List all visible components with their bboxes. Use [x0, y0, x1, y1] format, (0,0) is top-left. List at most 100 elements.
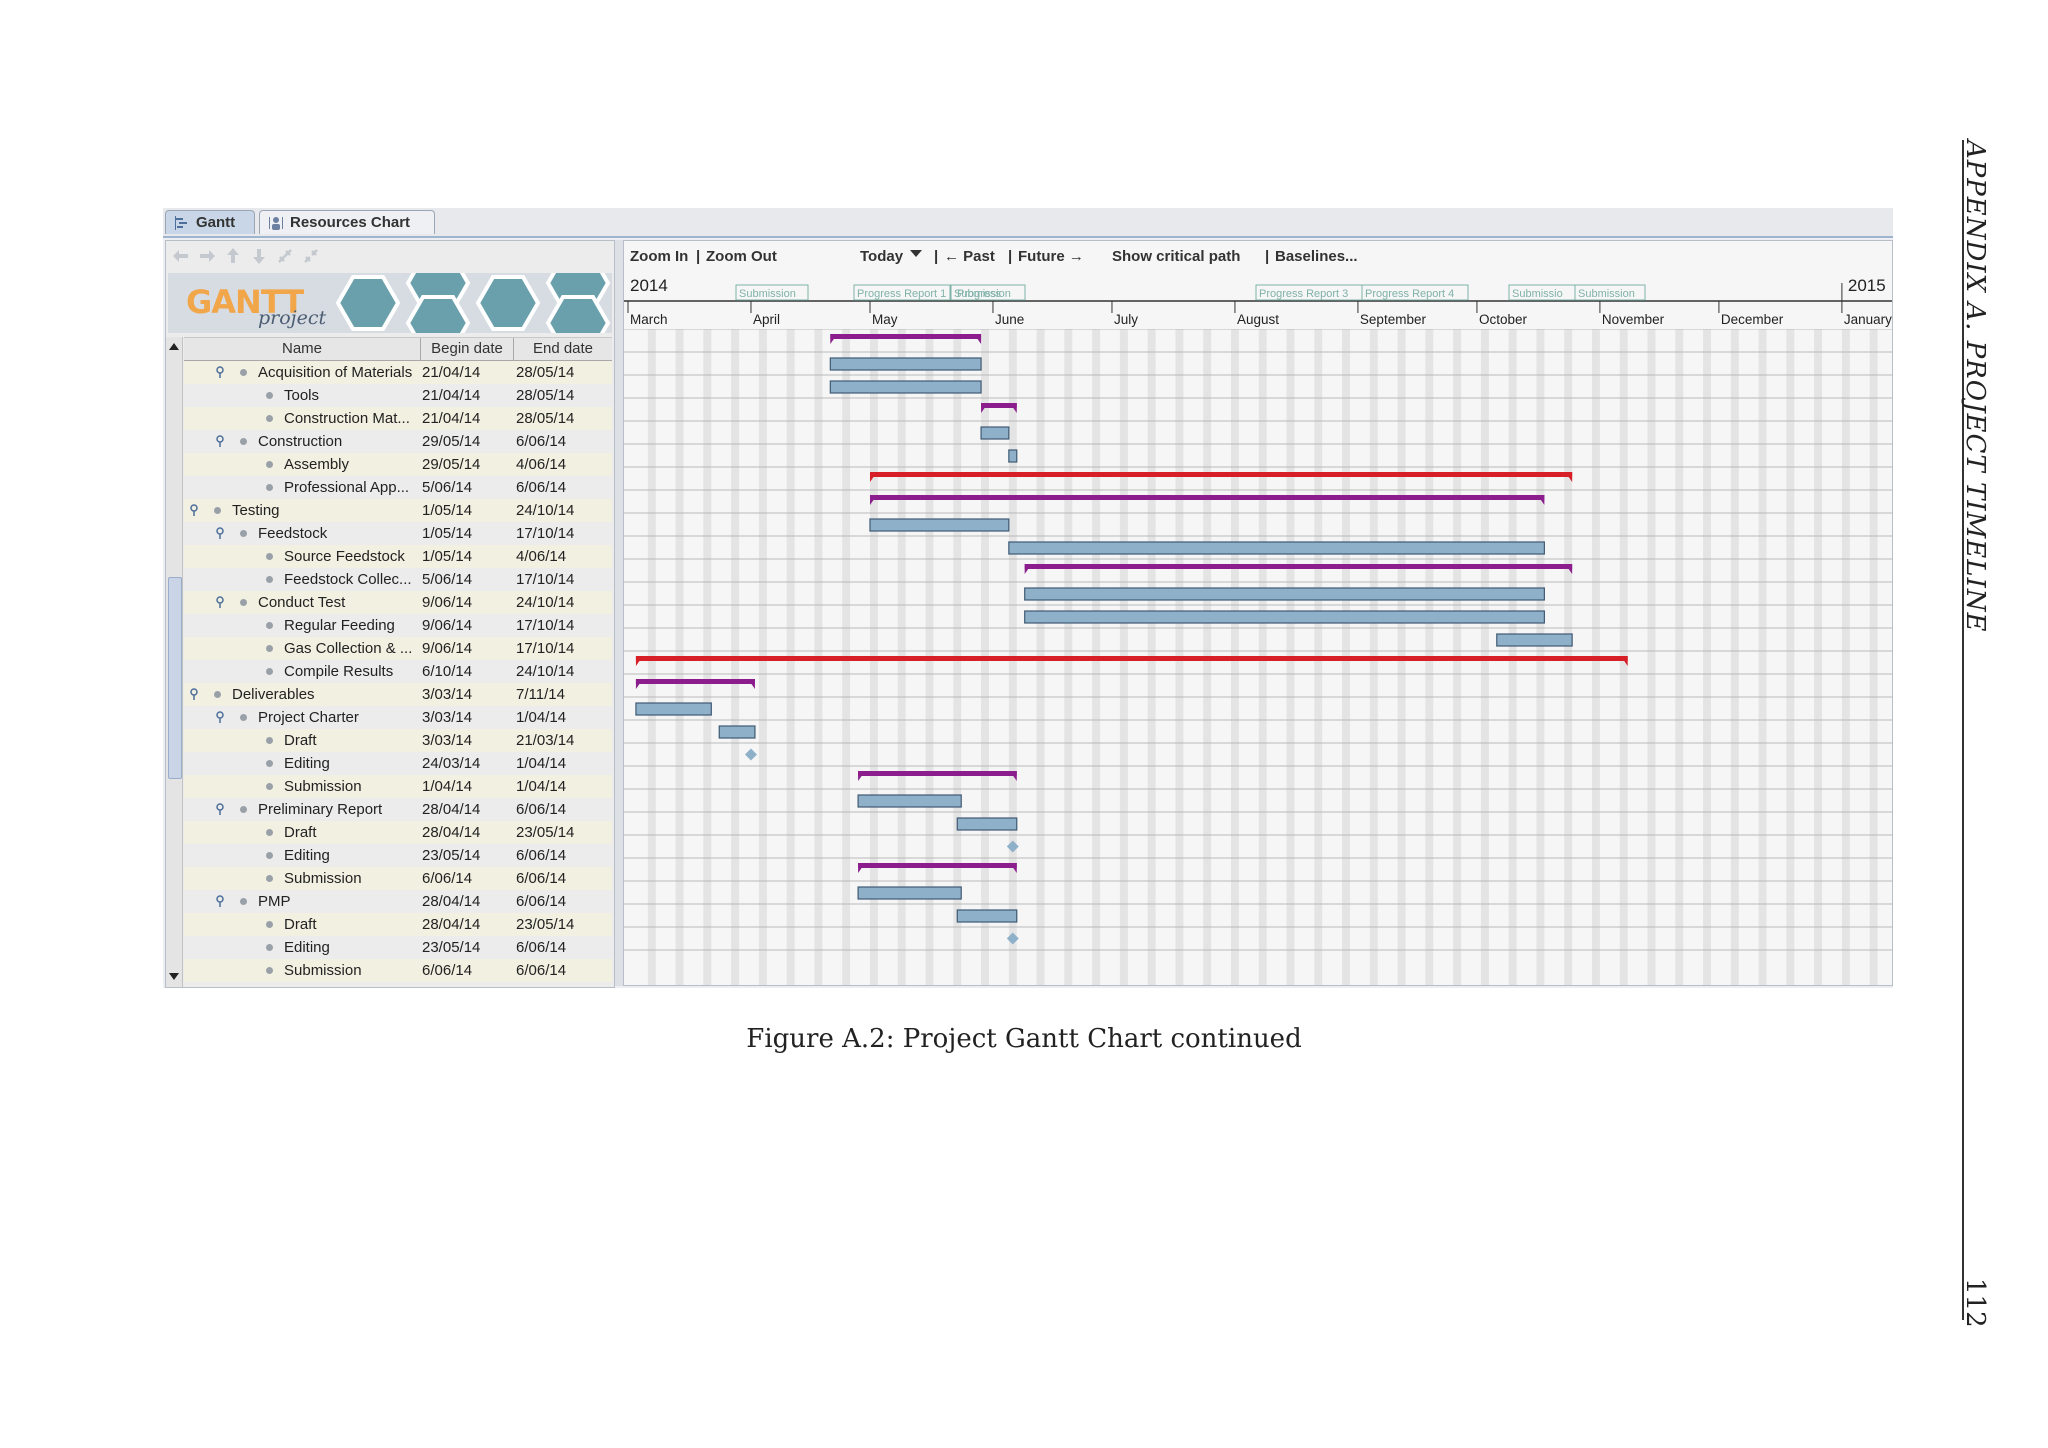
- page-number: 112: [1960, 1278, 1990, 1328]
- collapse-toggle-icon[interactable]: [216, 895, 224, 907]
- milestone-marker[interactable]: [735, 284, 809, 301]
- table-row[interactable]: Gas Collection & ... 9/06/14 17/10/14: [184, 637, 612, 660]
- task-bar[interactable]: [956, 817, 1018, 831]
- tab-gantt[interactable]: Gantt: [165, 210, 255, 234]
- summary-bar[interactable]: [981, 403, 1017, 408]
- table-row[interactable]: Regular Feeding 9/06/14 17/10/14: [184, 614, 612, 637]
- collapse-toggle-icon[interactable]: [216, 596, 224, 608]
- collapse-toggle-icon[interactable]: [216, 711, 224, 723]
- table-row[interactable]: Construction 29/05/14 6/06/14: [184, 430, 612, 453]
- task-bar[interactable]: [857, 886, 962, 900]
- tab-resources-chart[interactable]: Resources Chart: [259, 210, 435, 234]
- summary-bar[interactable]: [869, 495, 1545, 500]
- panel-splitter[interactable]: [615, 240, 623, 986]
- milestone-marker[interactable]: [1574, 284, 1646, 301]
- link-icon[interactable]: [276, 247, 294, 265]
- summary-bar[interactable]: [830, 334, 982, 339]
- table-row[interactable]: Draft 28/04/14 23/05/14: [184, 821, 612, 844]
- summary-bar[interactable]: [869, 472, 1573, 477]
- collapse-toggle-icon[interactable]: [216, 527, 224, 539]
- collapse-toggle-icon[interactable]: [216, 803, 224, 815]
- collapse-toggle-icon[interactable]: [190, 688, 198, 700]
- column-end-header[interactable]: End date: [532, 340, 594, 357]
- milestone-marker[interactable]: [1361, 284, 1469, 301]
- task-bar[interactable]: [635, 702, 712, 716]
- summary-bar[interactable]: [858, 771, 1017, 776]
- table-row[interactable]: Conduct Test 9/06/14 24/10/14: [184, 591, 612, 614]
- column-name-header[interactable]: Name: [281, 340, 322, 357]
- task-bar[interactable]: [829, 380, 982, 394]
- milestone-marker[interactable]: [853, 284, 951, 301]
- table-row[interactable]: Editing 24/03/14 1/04/14: [184, 752, 612, 775]
- running-header: APPENDIX A. PROJECT TIMELINE: [1960, 140, 1990, 633]
- table-row[interactable]: Submission 1/04/14 1/04/14: [184, 775, 612, 798]
- table-row[interactable]: Submission 6/06/14 6/06/14: [184, 867, 612, 890]
- weekend-stripe: [1786, 329, 1795, 985]
- zoom-in-button[interactable]: Zoom In: [630, 248, 689, 265]
- table-row[interactable]: Construction Mat... 21/04/14 28/05/14: [184, 407, 612, 430]
- past-button[interactable]: ← Past: [944, 248, 995, 265]
- table-row[interactable]: Editing 23/05/14 6/06/14: [184, 936, 612, 959]
- table-row[interactable]: Source Feedstock 1/05/14 4/06/14: [184, 545, 612, 568]
- task-bar[interactable]: [857, 794, 962, 808]
- scroll-down-icon[interactable]: [169, 973, 179, 980]
- task-bar[interactable]: [1008, 449, 1018, 463]
- table-row[interactable]: Assembly 29/05/14 4/06/14: [184, 453, 612, 476]
- collapse-toggle-icon[interactable]: [190, 504, 198, 516]
- unindent-icon[interactable]: [172, 247, 190, 265]
- milestone-diamond[interactable]: [1006, 932, 1019, 945]
- table-row[interactable]: Feedstock Collec... 5/06/14 17/10/14: [184, 568, 612, 591]
- table-row[interactable]: Deliverables 3/03/14 7/11/14: [184, 683, 612, 706]
- milestone-diamond[interactable]: [744, 748, 757, 761]
- weekend-stripe: [1647, 329, 1656, 985]
- summary-bar[interactable]: [635, 656, 1628, 661]
- task-bar[interactable]: [956, 909, 1018, 923]
- summary-bar[interactable]: [1024, 564, 1573, 569]
- table-row[interactable]: Editing 23/05/14 6/06/14: [184, 844, 612, 867]
- zoom-out-button[interactable]: Zoom Out: [706, 248, 777, 265]
- task-name: PMP: [258, 893, 291, 910]
- milestone-marker[interactable]: [950, 284, 1026, 301]
- table-row[interactable]: Draft 28/04/14 23/05/14: [184, 913, 612, 936]
- today-dropdown-icon[interactable]: [910, 250, 922, 257]
- column-begin-header[interactable]: Begin date: [431, 340, 503, 357]
- summary-bar[interactable]: [635, 679, 755, 684]
- collapse-toggle-icon[interactable]: [216, 366, 224, 378]
- table-row[interactable]: Preliminary Report 28/04/14 6/06/14: [184, 798, 612, 821]
- today-button[interactable]: Today: [860, 248, 904, 265]
- task-begin-date: 24/03/14: [422, 755, 481, 772]
- milestone-diamond[interactable]: [1006, 840, 1019, 853]
- table-row[interactable]: Submission 6/06/14 6/06/14: [184, 959, 612, 982]
- table-row[interactable]: Draft 3/03/14 21/03/14: [184, 729, 612, 752]
- task-bar[interactable]: [1008, 541, 1545, 555]
- task-bar[interactable]: [1024, 587, 1545, 601]
- move-down-icon[interactable]: [250, 247, 268, 265]
- task-bar[interactable]: [718, 725, 756, 739]
- task-bar[interactable]: [1496, 633, 1573, 647]
- table-row[interactable]: Acquisition of Materials 21/04/14 28/05/14: [184, 361, 612, 384]
- task-bullet-icon: [240, 806, 247, 813]
- table-row[interactable]: Feedstock 1/05/14 17/10/14: [184, 522, 612, 545]
- tree-scrollbar[interactable]: [166, 337, 183, 987]
- move-up-icon[interactable]: [224, 247, 242, 265]
- task-bar[interactable]: [980, 426, 1010, 440]
- task-bar[interactable]: [829, 357, 982, 371]
- unlink-icon[interactable]: [302, 247, 320, 265]
- table-row[interactable]: Tools 21/04/14 28/05/14: [184, 384, 612, 407]
- table-row[interactable]: PMP 28/04/14 6/06/14: [184, 890, 612, 913]
- task-end-date: 23/05/14: [516, 916, 575, 933]
- table-row[interactable]: Compile Results 6/10/14 24/10/14: [184, 660, 612, 683]
- task-bar[interactable]: [1024, 610, 1545, 624]
- collapse-toggle-icon[interactable]: [216, 435, 224, 447]
- task-bar[interactable]: [869, 518, 1010, 532]
- future-button[interactable]: Future →: [1018, 248, 1084, 265]
- table-row[interactable]: Project Charter 3/03/14 1/04/14: [184, 706, 612, 729]
- scrollbar-thumb[interactable]: [168, 577, 182, 779]
- scroll-up-icon[interactable]: [169, 343, 179, 350]
- table-row[interactable]: Testing 1/05/14 24/10/14: [184, 499, 612, 522]
- baselines-button[interactable]: Baselines...: [1275, 248, 1358, 265]
- critical-path-button[interactable]: Show critical path: [1112, 248, 1241, 265]
- summary-bar[interactable]: [858, 863, 1017, 868]
- table-row[interactable]: Professional App... 5/06/14 6/06/14: [184, 476, 612, 499]
- indent-icon[interactable]: [198, 247, 216, 265]
